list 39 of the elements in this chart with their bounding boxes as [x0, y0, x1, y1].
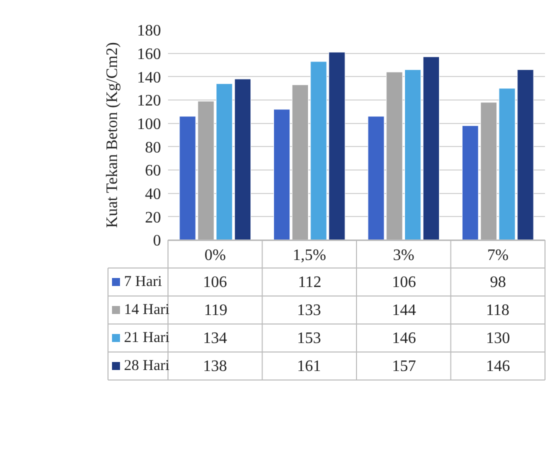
bar — [462, 125, 479, 240]
x-tick-label: 1,5% — [292, 247, 326, 264]
data-label: 118 — [486, 302, 510, 319]
data-label: 98 — [490, 274, 506, 291]
bar — [273, 109, 290, 240]
data-label: 106 — [203, 274, 227, 291]
y-tick-label: 100 — [137, 116, 161, 133]
data-label: 130 — [486, 330, 510, 347]
data-label: 146 — [392, 330, 416, 347]
bar — [422, 56, 440, 240]
y-tick-label: 160 — [137, 46, 161, 63]
legend-label: 28 Hari — [124, 358, 170, 374]
legend-label: 21 Hari — [124, 330, 170, 346]
data-label: 112 — [298, 274, 322, 291]
data-label: 138 — [203, 358, 227, 375]
data-label: 146 — [486, 358, 510, 375]
y-tick-label: 20 — [145, 209, 161, 226]
y-axis-title: Kuat Tekan Beton (Kg/Cm2) — [104, 42, 121, 228]
data-label: 153 — [297, 330, 321, 347]
x-tick-label: 0% — [204, 247, 226, 264]
data-label: 134 — [203, 330, 227, 347]
data-label: 161 — [297, 358, 321, 375]
y-tick-label: 140 — [137, 69, 161, 86]
legend-label: 14 Hari — [124, 302, 170, 318]
x-tick-label: 7% — [487, 247, 509, 264]
data-label: 133 — [297, 302, 321, 319]
y-tick-label: 0 — [153, 232, 161, 250]
y-tick-label: 120 — [137, 92, 161, 110]
data-label: 144 — [392, 302, 416, 319]
y-tick-label: 40 — [145, 186, 161, 203]
data-label: 106 — [392, 274, 416, 291]
y-tick-label: 80 — [145, 139, 161, 156]
legend-label: 7 Hari — [124, 274, 162, 290]
x-tick-label: 3% — [392, 247, 414, 264]
data-label: 157 — [392, 358, 416, 375]
data-label: 119 — [204, 302, 228, 319]
bar — [234, 78, 252, 240]
y-tick-label: 180 — [137, 22, 161, 40]
y-tick-label: 60 — [145, 162, 161, 180]
